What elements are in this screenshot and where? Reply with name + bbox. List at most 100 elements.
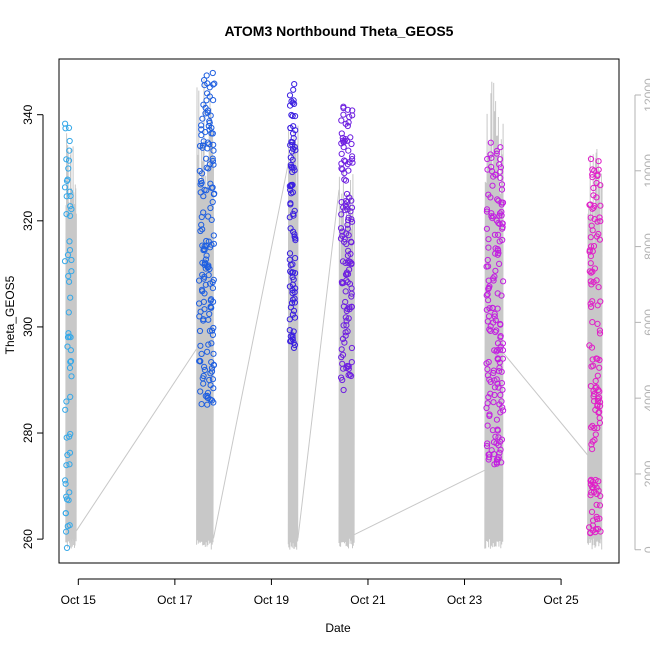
data-point xyxy=(492,317,499,324)
data-point xyxy=(344,106,351,113)
data-point xyxy=(288,111,295,119)
data-point xyxy=(66,522,73,529)
data-point xyxy=(202,256,209,263)
data-point xyxy=(348,359,355,366)
data-point xyxy=(64,343,71,350)
data-point xyxy=(338,130,345,137)
data-point xyxy=(287,304,294,311)
y-tick-label: 340 xyxy=(21,104,35,124)
data-point xyxy=(596,330,604,337)
data-point xyxy=(594,218,601,225)
data-point xyxy=(209,69,216,77)
data-point xyxy=(66,188,73,195)
data-point xyxy=(592,431,599,438)
data-point xyxy=(499,404,506,411)
data-point xyxy=(291,289,298,296)
data-point xyxy=(596,364,603,371)
data-point xyxy=(197,181,204,188)
data-point xyxy=(492,328,499,336)
data-point xyxy=(210,147,217,154)
data-point xyxy=(341,170,348,177)
data-point xyxy=(203,72,210,79)
data-point xyxy=(589,319,596,326)
data-point xyxy=(203,237,210,245)
data-point xyxy=(588,269,595,276)
data-point xyxy=(593,194,600,201)
data-point xyxy=(286,327,293,334)
data-point xyxy=(484,400,491,407)
data-point xyxy=(593,277,600,284)
data-point xyxy=(596,408,603,416)
data-point xyxy=(596,327,604,334)
data-point xyxy=(207,204,214,212)
data-point xyxy=(484,318,491,325)
data-point xyxy=(349,153,356,160)
data-point xyxy=(291,299,298,306)
data-point xyxy=(207,280,214,287)
data-point xyxy=(338,211,345,218)
data-point xyxy=(492,245,499,252)
data-point xyxy=(594,372,601,379)
data-point xyxy=(342,329,349,336)
data-point xyxy=(594,355,601,362)
data-point xyxy=(597,202,604,209)
data-point xyxy=(66,433,73,440)
data-point xyxy=(63,496,71,503)
data-point xyxy=(289,311,296,318)
data-point xyxy=(595,284,602,291)
data-point xyxy=(206,119,213,127)
data-point xyxy=(493,348,500,355)
data-point xyxy=(484,366,491,373)
data-point xyxy=(201,261,208,268)
data-point xyxy=(202,281,209,288)
data-point xyxy=(589,174,596,181)
data-point xyxy=(290,123,297,130)
data-point xyxy=(339,376,346,384)
data-point xyxy=(204,394,211,401)
data-point xyxy=(198,177,205,185)
data-point xyxy=(290,86,297,93)
data-point xyxy=(66,147,73,154)
y2-tick-label: 2000 xyxy=(642,460,650,487)
data-point xyxy=(348,238,355,245)
data-point xyxy=(500,278,507,285)
data-point xyxy=(588,424,595,431)
data-point xyxy=(484,440,491,447)
data-point xyxy=(339,351,347,358)
data-point xyxy=(198,221,205,228)
data-point xyxy=(286,92,294,99)
data-point xyxy=(590,362,597,369)
data-point xyxy=(291,295,298,302)
data-point xyxy=(211,80,218,87)
data-point xyxy=(291,167,298,174)
data-point xyxy=(66,333,73,340)
data-point xyxy=(63,193,70,200)
altitude-connector-3 xyxy=(297,189,340,539)
data-point xyxy=(491,310,498,317)
data-point xyxy=(67,347,75,354)
data-point xyxy=(197,142,204,150)
data-point xyxy=(289,148,296,155)
data-point xyxy=(498,398,505,405)
data-point xyxy=(494,380,501,387)
data-point xyxy=(201,246,208,253)
data-point xyxy=(594,424,601,432)
data-point xyxy=(288,190,295,197)
data-point xyxy=(203,187,210,194)
data-point xyxy=(483,225,490,232)
data-point xyxy=(66,238,73,245)
data-point xyxy=(292,237,299,244)
data-point xyxy=(204,145,211,152)
data-point xyxy=(338,279,345,286)
data-point xyxy=(63,528,70,535)
data-point xyxy=(288,163,295,170)
data-point xyxy=(495,384,502,391)
data-point xyxy=(343,197,350,204)
data-point xyxy=(290,328,297,335)
data-point xyxy=(340,386,347,394)
data-point xyxy=(593,233,601,240)
data-point xyxy=(343,322,350,329)
data-point xyxy=(200,317,207,324)
data-point xyxy=(586,201,593,208)
data-point xyxy=(346,266,353,273)
